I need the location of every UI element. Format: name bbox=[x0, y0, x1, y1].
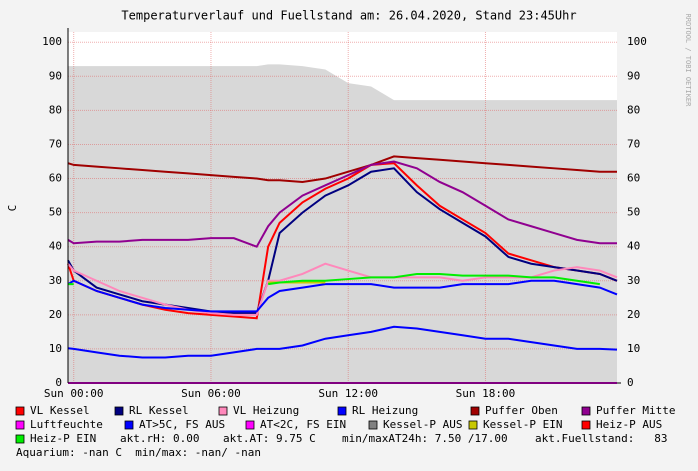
y-axis-label: C bbox=[6, 205, 19, 212]
series-line bbox=[68, 272, 600, 286]
legend-label: Kessel-P EIN bbox=[483, 418, 562, 431]
area bbox=[68, 64, 617, 384]
legend-label: Luftfeuchte bbox=[30, 418, 103, 431]
x-tick-label: Sun 00:00 bbox=[44, 387, 104, 400]
y-tick-label-right: 0 bbox=[627, 376, 634, 389]
status-text: min/maxAT24h: 7.50 /17.00 bbox=[342, 432, 508, 445]
legend-swatch bbox=[15, 406, 25, 416]
y-tick-label: 70 bbox=[49, 137, 62, 150]
x-tick-label: Sun 12:00 bbox=[318, 387, 378, 400]
legend-label: RL Kessel bbox=[129, 404, 189, 417]
legend-label: Puffer Oben bbox=[485, 404, 558, 417]
series-line bbox=[67, 325, 618, 359]
y-tick-label: 60 bbox=[49, 172, 62, 185]
y-tick-label-right: 30 bbox=[627, 274, 640, 287]
legend-swatch bbox=[15, 420, 25, 430]
legend-swatch bbox=[245, 420, 255, 430]
legend-swatch bbox=[468, 420, 478, 430]
legend-swatch bbox=[124, 420, 134, 430]
y-tick-label-right: 100 bbox=[627, 35, 647, 48]
legend-swatch bbox=[581, 420, 591, 430]
series-line bbox=[67, 155, 617, 183]
y-tick-label: 100 bbox=[42, 35, 62, 48]
legend-label: Kessel-P AUS bbox=[383, 418, 462, 431]
legend-label: RL Heizung bbox=[352, 404, 418, 417]
legend-swatch bbox=[218, 406, 228, 416]
watermark: RRDTOOL / TOBI OETIKER bbox=[684, 14, 692, 108]
chart-title: Temperaturverlauf und Fuellstand am: 26.… bbox=[121, 9, 576, 23]
legend-swatch bbox=[470, 406, 480, 416]
legend-label: AT<2C, FS EIN bbox=[260, 418, 346, 431]
y-tick-label-right: 90 bbox=[627, 69, 640, 82]
legend-swatch bbox=[114, 406, 124, 416]
status-text: akt.rH: 0.00 bbox=[120, 432, 199, 445]
series-line bbox=[67, 279, 618, 313]
legend-swatch bbox=[337, 406, 347, 416]
y-tick-label-right: 80 bbox=[627, 103, 640, 116]
status-text: akt.AT: 9.75 C bbox=[223, 432, 316, 445]
y-tick-label: 80 bbox=[49, 103, 62, 116]
legend-label: VL Kessel bbox=[30, 404, 90, 417]
status-text: Aquarium: -nan C min/max: -nan/ -nan bbox=[16, 446, 261, 459]
y-tick-label: 40 bbox=[49, 240, 62, 253]
y-tick-label: 90 bbox=[49, 69, 62, 82]
legend-swatch bbox=[368, 420, 378, 430]
x-tick-label: Sun 06:00 bbox=[181, 387, 241, 400]
y-tick-label: 50 bbox=[49, 206, 62, 219]
legend-label: Heiz-P EIN bbox=[30, 432, 96, 445]
y-tick-label-right: 10 bbox=[627, 342, 640, 355]
status-text: akt.Fuellstand: 83 bbox=[535, 432, 667, 445]
legend-swatch bbox=[15, 434, 25, 444]
y-tick-label: 10 bbox=[49, 342, 62, 355]
y-tick-label: 30 bbox=[49, 274, 62, 287]
y-tick-label-right: 20 bbox=[627, 308, 640, 321]
y-tick-label: 20 bbox=[49, 308, 62, 321]
y-tick-label-right: 40 bbox=[627, 240, 640, 253]
y-tick-label-right: 60 bbox=[627, 172, 640, 185]
series-line bbox=[67, 167, 618, 315]
y-tick-label: 0 bbox=[55, 376, 62, 389]
legend-label: Puffer Mitte bbox=[596, 404, 675, 417]
y-tick-label-right: 50 bbox=[627, 206, 640, 219]
x-tick-label: Sun 18:00 bbox=[456, 387, 516, 400]
legend-swatch bbox=[581, 406, 591, 416]
legend-label: Heiz-P AUS bbox=[596, 418, 662, 431]
y-tick-label-right: 70 bbox=[627, 137, 640, 150]
legend-label: AT>5C, FS AUS bbox=[139, 418, 225, 431]
legend-label: VL Heizung bbox=[233, 404, 299, 417]
series-line bbox=[67, 160, 617, 248]
